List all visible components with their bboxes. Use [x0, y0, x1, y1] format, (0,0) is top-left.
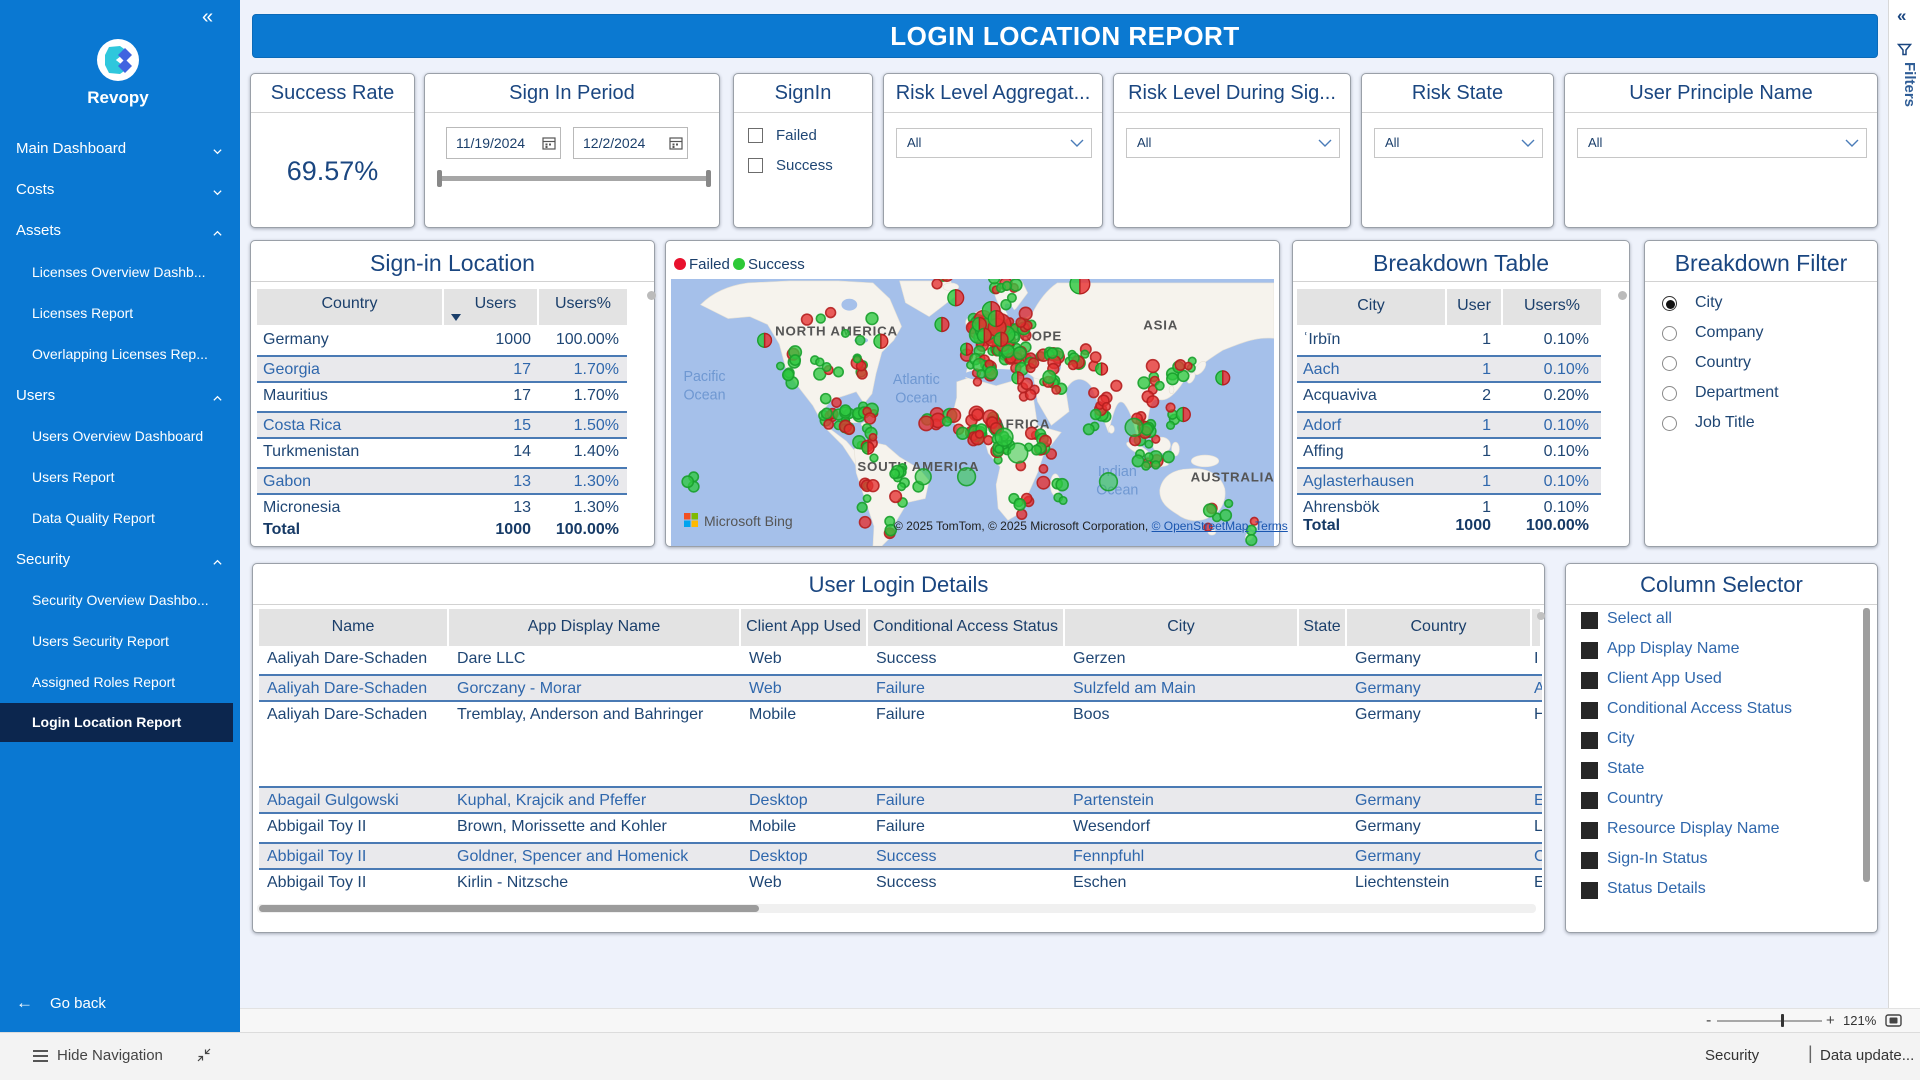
svg-text:Atlantic: Atlantic: [893, 372, 940, 388]
svg-text:NORTH AMERICA: NORTH AMERICA: [775, 323, 898, 338]
svg-text:Ocean: Ocean: [683, 388, 725, 404]
svg-text:ASIA: ASIA: [1143, 317, 1178, 332]
svg-text:Ocean: Ocean: [895, 391, 937, 407]
svg-text:Pacific: Pacific: [683, 369, 725, 385]
svg-text:AFRICA: AFRICA: [995, 416, 1050, 431]
svg-text:SOUTH AMERICA: SOUTH AMERICA: [857, 459, 979, 474]
svg-text:AUSTRALIA: AUSTRALIA: [1191, 470, 1274, 485]
